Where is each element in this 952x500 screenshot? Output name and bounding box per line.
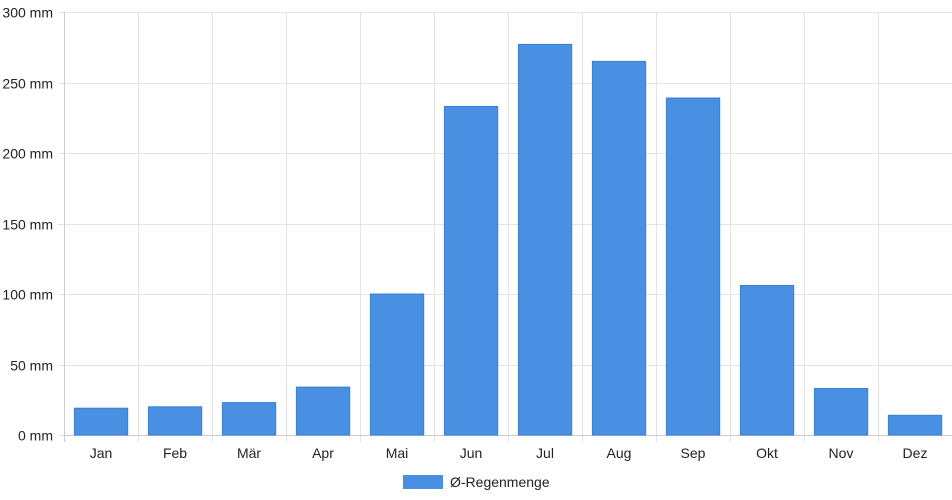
x-tick-label: Jun: [460, 445, 483, 461]
grid-lines: [58, 12, 952, 442]
bar-Sep[interactable]: [665, 97, 721, 436]
y-tick-label: 0 mm: [18, 428, 53, 444]
x-tick-label: Jan: [90, 445, 113, 461]
x-tick-label: Okt: [756, 445, 778, 461]
bar-Okt[interactable]: [739, 285, 795, 436]
x-axis-ticks: Jan Feb Mär Apr Mai Jun Jul Aug Sep Okt Nov Dez: [90, 445, 928, 461]
bar-Apr[interactable]: [295, 386, 351, 436]
bar-Nov[interactable]: [813, 388, 869, 436]
y-tick-label: 150 mm: [2, 217, 53, 233]
x-tick-label: Mär: [237, 445, 261, 461]
legend-label[interactable]: Ø-Regenmenge: [450, 474, 550, 490]
bar-Mär[interactable]: [221, 402, 277, 436]
y-tick-label: 200 mm: [2, 146, 53, 162]
legend[interactable]: Ø-Regenmenge: [403, 474, 550, 490]
x-tick-label: Nov: [829, 445, 854, 461]
y-tick-label: 300 mm: [2, 5, 53, 21]
bar-Jan[interactable]: [73, 407, 129, 436]
y-tick-label: 100 mm: [2, 287, 53, 303]
bar-series: [73, 43, 943, 436]
legend-swatch[interactable]: [403, 475, 443, 489]
y-tick-label: 50 mm: [10, 358, 53, 374]
y-axis-ticks: 0 mm 50 mm 100 mm 150 mm 200 mm 250 mm 300 mm: [2, 5, 53, 444]
bar-Mai[interactable]: [369, 293, 425, 436]
x-tick-label: Aug: [607, 445, 632, 461]
x-tick-label: Dez: [903, 445, 928, 461]
x-tick-label: Sep: [681, 445, 706, 461]
bar-Feb[interactable]: [147, 406, 203, 436]
bar-Jul[interactable]: [517, 43, 573, 436]
x-tick-label: Apr: [312, 445, 334, 461]
x-tick-label: Jul: [536, 445, 554, 461]
bar-Jun[interactable]: [443, 106, 499, 436]
x-tick-label: Mai: [386, 445, 409, 461]
x-tick-label: Feb: [163, 445, 187, 461]
y-tick-label: 250 mm: [2, 76, 53, 92]
bar-Aug[interactable]: [591, 60, 647, 436]
bar-Dez[interactable]: [887, 414, 943, 436]
